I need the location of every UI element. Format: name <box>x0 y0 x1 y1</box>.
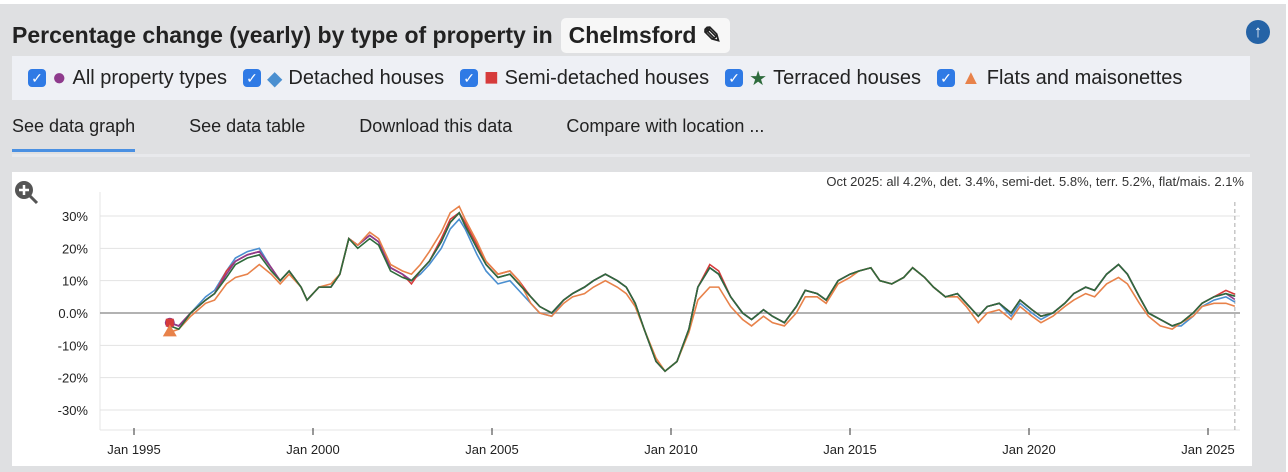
x-tick-label: Jan 2020 <box>1002 442 1056 457</box>
scroll-up-icon[interactable]: ↑ <box>1246 20 1270 44</box>
legend: ✓ ● All property types ✓ ◆ Detached houses ✓ ■ S… <box>12 56 1250 100</box>
series-line-3 <box>169 211 1236 373</box>
start-marker-flats <box>162 324 177 337</box>
location-selector[interactable]: Chelmsford ✎ <box>560 18 730 53</box>
tab-data-graph[interactable]: See data graph <box>12 116 136 152</box>
y-tick-label: 10% <box>62 274 88 289</box>
tab-compare[interactable]: Compare with location ... <box>566 116 765 136</box>
x-tick-label: Jan 2025 <box>1181 442 1235 457</box>
checkbox[interactable]: ✓ <box>936 69 955 87</box>
page-title: Percentage change (yearly) by type of pr… <box>12 18 730 53</box>
y-tick-label: -10% <box>58 338 89 353</box>
diamond-marker-icon: ◆ <box>267 67 283 90</box>
checkbox[interactable]: ✓ <box>28 69 46 87</box>
legend-item[interactable]: ✓ ● All property types <box>28 64 227 92</box>
y-tick-label: 0.0% <box>58 306 88 321</box>
chart-container: Oct 2025: all 4.2%, det. 3.4%, semi-det.… <box>12 172 1252 466</box>
checkbox[interactable]: ✓ <box>460 69 479 87</box>
x-tick-label: Jan 2005 <box>465 442 519 457</box>
x-tick-label: Jan 2010 <box>644 442 698 457</box>
legend-label: Flats and maisonettes <box>986 66 1183 89</box>
legend-label: Detached houses <box>288 66 445 89</box>
location-name: Chelmsford <box>568 22 697 48</box>
legend-item[interactable]: ✓ ★ Terraced houses <box>725 66 921 91</box>
line-chart: 30% 20% 10% 0.0% -10% -20% -30% Jan 1995 Jan 200… <box>58 192 1240 457</box>
legend-label: Semi-detached houses <box>504 66 710 89</box>
circle-marker-icon: ● <box>52 64 67 91</box>
legend-label: All property types <box>72 66 228 89</box>
legend-item[interactable]: ✓ ▲ Flats and maisonettes <box>936 66 1183 90</box>
start-marker-semi <box>165 318 174 327</box>
y-tick-label: 20% <box>62 241 88 256</box>
checkbox[interactable]: ✓ <box>243 69 262 87</box>
title-text: Percentage change (yearly) by type of pr… <box>12 22 553 48</box>
star-marker-icon: ★ <box>749 67 768 90</box>
x-tick-label: Jan 2015 <box>823 442 877 457</box>
checkbox[interactable]: ✓ <box>725 69 744 87</box>
legend-item[interactable]: ✓ ◆ Detached houses <box>243 66 444 91</box>
x-tick-label: Jan 2000 <box>286 442 340 457</box>
legend-item[interactable]: ✓ ■ Semi-detached houses <box>460 64 709 92</box>
zoom-in-icon[interactable] <box>14 180 40 206</box>
tabs: See data graph See data table Download t… <box>12 116 818 152</box>
legend-label: Terraced houses <box>773 66 921 89</box>
y-tick-label: -30% <box>58 403 89 418</box>
triangle-marker-icon: ▲ <box>960 66 981 89</box>
latest-values-annotation: Oct 2025: all 4.2%, det. 3.4%, semi-det.… <box>826 174 1244 189</box>
panel: Percentage change (yearly) by type of pr… <box>0 4 1286 472</box>
x-tick-label: Jan 1995 <box>107 442 161 457</box>
tab-download[interactable]: Download this data <box>359 116 513 136</box>
y-tick-label: 30% <box>62 209 88 224</box>
edit-icon: ✎ <box>702 22 722 48</box>
divider <box>12 154 1250 157</box>
square-marker-icon: ■ <box>484 64 499 91</box>
series-line-4 <box>169 205 1236 373</box>
y-tick-label: -20% <box>58 371 89 386</box>
tab-data-table[interactable]: See data table <box>189 116 306 136</box>
